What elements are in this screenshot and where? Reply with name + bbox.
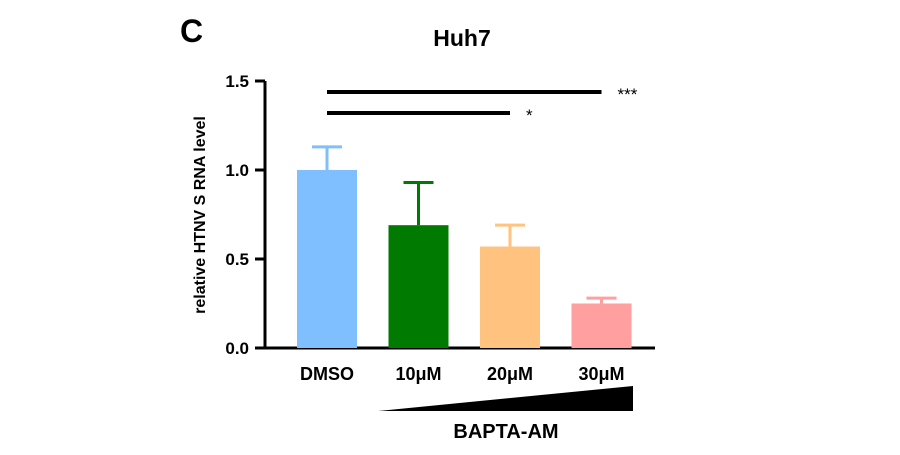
y-tick-label: 0.0 [225, 339, 249, 358]
treatment-label: BAPTA-AM [453, 421, 558, 443]
bar [571, 303, 632, 348]
bar [480, 246, 540, 348]
concentration-gradient-wedge [378, 386, 633, 411]
x-tick-label: 20μM [487, 364, 533, 384]
y-axis-label: relative HTNV S RNA level [192, 116, 209, 314]
y-tick-label: 1.5 [225, 72, 249, 91]
chart-title: Huh7 [433, 25, 491, 51]
significance-label: * [526, 106, 533, 125]
x-tick-label: 30μM [578, 364, 624, 384]
panel-label: C [180, 13, 203, 49]
y-tick-label: 0.5 [225, 250, 249, 269]
y-tick-label: 1.0 [225, 161, 249, 180]
x-tick-label: 10μM [395, 364, 441, 384]
bar [388, 225, 449, 348]
significance-label: *** [618, 85, 638, 104]
bar [297, 170, 357, 348]
x-tick-label: DMSO [300, 364, 354, 384]
